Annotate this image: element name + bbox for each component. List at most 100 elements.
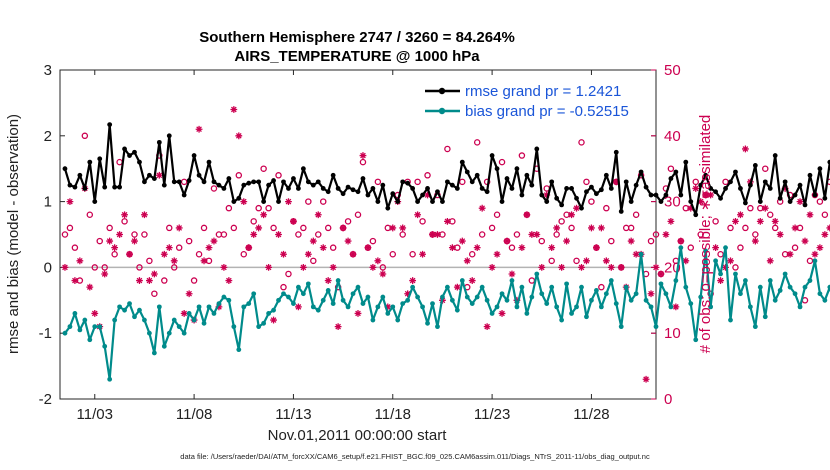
rmse-point — [296, 186, 301, 191]
assimilated-obs-point — [185, 290, 193, 298]
possible-obs-point — [310, 257, 317, 265]
assimilated-obs-point — [607, 264, 615, 271]
assimilated-obs-point — [533, 231, 541, 238]
assimilated-obs-point — [255, 224, 263, 232]
possible-obs-point — [369, 237, 377, 245]
bias-point — [579, 284, 584, 290]
rmse-point — [713, 189, 718, 195]
assimilated-obs-point — [627, 237, 635, 245]
possible-obs-point — [300, 224, 307, 232]
possible-obs-point — [146, 257, 153, 265]
assimilated-obs-point — [170, 257, 178, 265]
rmse-point — [752, 163, 758, 168]
bias-point — [787, 284, 793, 290]
bias-point — [802, 284, 808, 290]
bias-point — [499, 291, 505, 297]
assimilated-obs-point — [374, 257, 382, 265]
assimilated-obs-point — [806, 211, 814, 219]
bias-point — [72, 311, 78, 316]
bias-point — [137, 307, 142, 313]
bias-point — [251, 291, 257, 297]
possible-obs-point — [315, 231, 322, 238]
bias-point — [762, 314, 768, 320]
possible-obs-point — [627, 224, 635, 232]
assimilated-obs-point — [319, 244, 327, 252]
possible-obs-point — [319, 198, 327, 205]
assimilated-obs-point — [384, 303, 392, 311]
rmse-point — [723, 186, 728, 191]
bias-point — [584, 314, 589, 320]
possible-obs-point — [766, 211, 774, 219]
assimilated-obs-point — [200, 257, 208, 265]
bias-point — [544, 301, 550, 306]
rmse-point — [166, 133, 172, 139]
bias-point — [752, 324, 758, 330]
rmse-point — [380, 182, 386, 188]
possible-obs-point — [608, 237, 615, 245]
possible-obs-point — [771, 224, 779, 232]
assimilated-obs-point — [265, 264, 272, 271]
bias-point — [77, 327, 83, 333]
possible-obs-point — [498, 158, 506, 166]
bias-point — [156, 304, 162, 310]
assimilated-obs-point — [86, 283, 94, 291]
possible-obs-point — [111, 250, 118, 258]
bias-point — [772, 297, 778, 303]
rmse-point — [77, 172, 83, 178]
assimilated-obs-point — [697, 198, 705, 205]
assimilated-obs-point — [369, 264, 377, 271]
bias-point — [628, 297, 634, 303]
bias-point — [151, 350, 157, 356]
bias-point — [241, 304, 247, 310]
assimilated-obs-point — [742, 145, 749, 153]
rmse-point — [494, 166, 500, 172]
assimilated-obs-point — [766, 257, 774, 265]
assimilated-obs-point — [707, 191, 715, 199]
rmse-point — [330, 172, 336, 178]
assimilated-obs-point — [583, 257, 590, 265]
rmse-point — [97, 156, 103, 162]
rmse-point — [688, 199, 694, 205]
assimilated-obs-point — [448, 244, 456, 252]
assimilated-obs-point — [250, 231, 258, 238]
rmse-point — [345, 184, 351, 190]
possible-obs-point — [603, 204, 610, 212]
bias-point — [92, 324, 98, 330]
possible-obs-point — [687, 244, 695, 251]
possible-obs-point — [409, 250, 416, 258]
bias-point — [191, 317, 197, 323]
bias-point — [315, 307, 321, 313]
possible-obs-point — [280, 283, 287, 291]
bias-point — [445, 284, 450, 290]
bias-point — [723, 245, 728, 251]
rmse-point — [410, 186, 416, 191]
rmse-point — [598, 187, 604, 193]
rmse-point — [261, 199, 267, 205]
possible-obs-point — [141, 231, 148, 238]
bias-point — [325, 288, 331, 293]
rmse-point — [509, 186, 515, 191]
rmse-point — [703, 172, 709, 178]
possible-obs-point — [190, 277, 198, 284]
assimilated-obs-point — [771, 217, 779, 225]
rmse-point — [812, 192, 818, 198]
rmse-point — [122, 146, 127, 152]
bias-point — [216, 301, 222, 306]
bias-point — [812, 258, 818, 264]
bias-point — [638, 251, 644, 257]
assimilated-obs-point — [364, 244, 372, 252]
rmse-point — [738, 186, 743, 191]
bias-point — [449, 297, 455, 303]
rmse-point — [161, 182, 167, 188]
rmse-point — [335, 186, 341, 191]
assimilated-obs-point — [612, 178, 620, 186]
assimilated-obs-point — [359, 152, 367, 159]
assimilated-obs-point — [682, 257, 690, 265]
possible-obs-point — [727, 224, 734, 232]
possible-obs-point — [538, 237, 546, 245]
rmse-point — [291, 176, 296, 181]
rmse-point — [300, 166, 306, 172]
bias-point — [589, 297, 594, 303]
possible-obs-point — [220, 231, 228, 238]
rmse-point — [718, 195, 723, 201]
